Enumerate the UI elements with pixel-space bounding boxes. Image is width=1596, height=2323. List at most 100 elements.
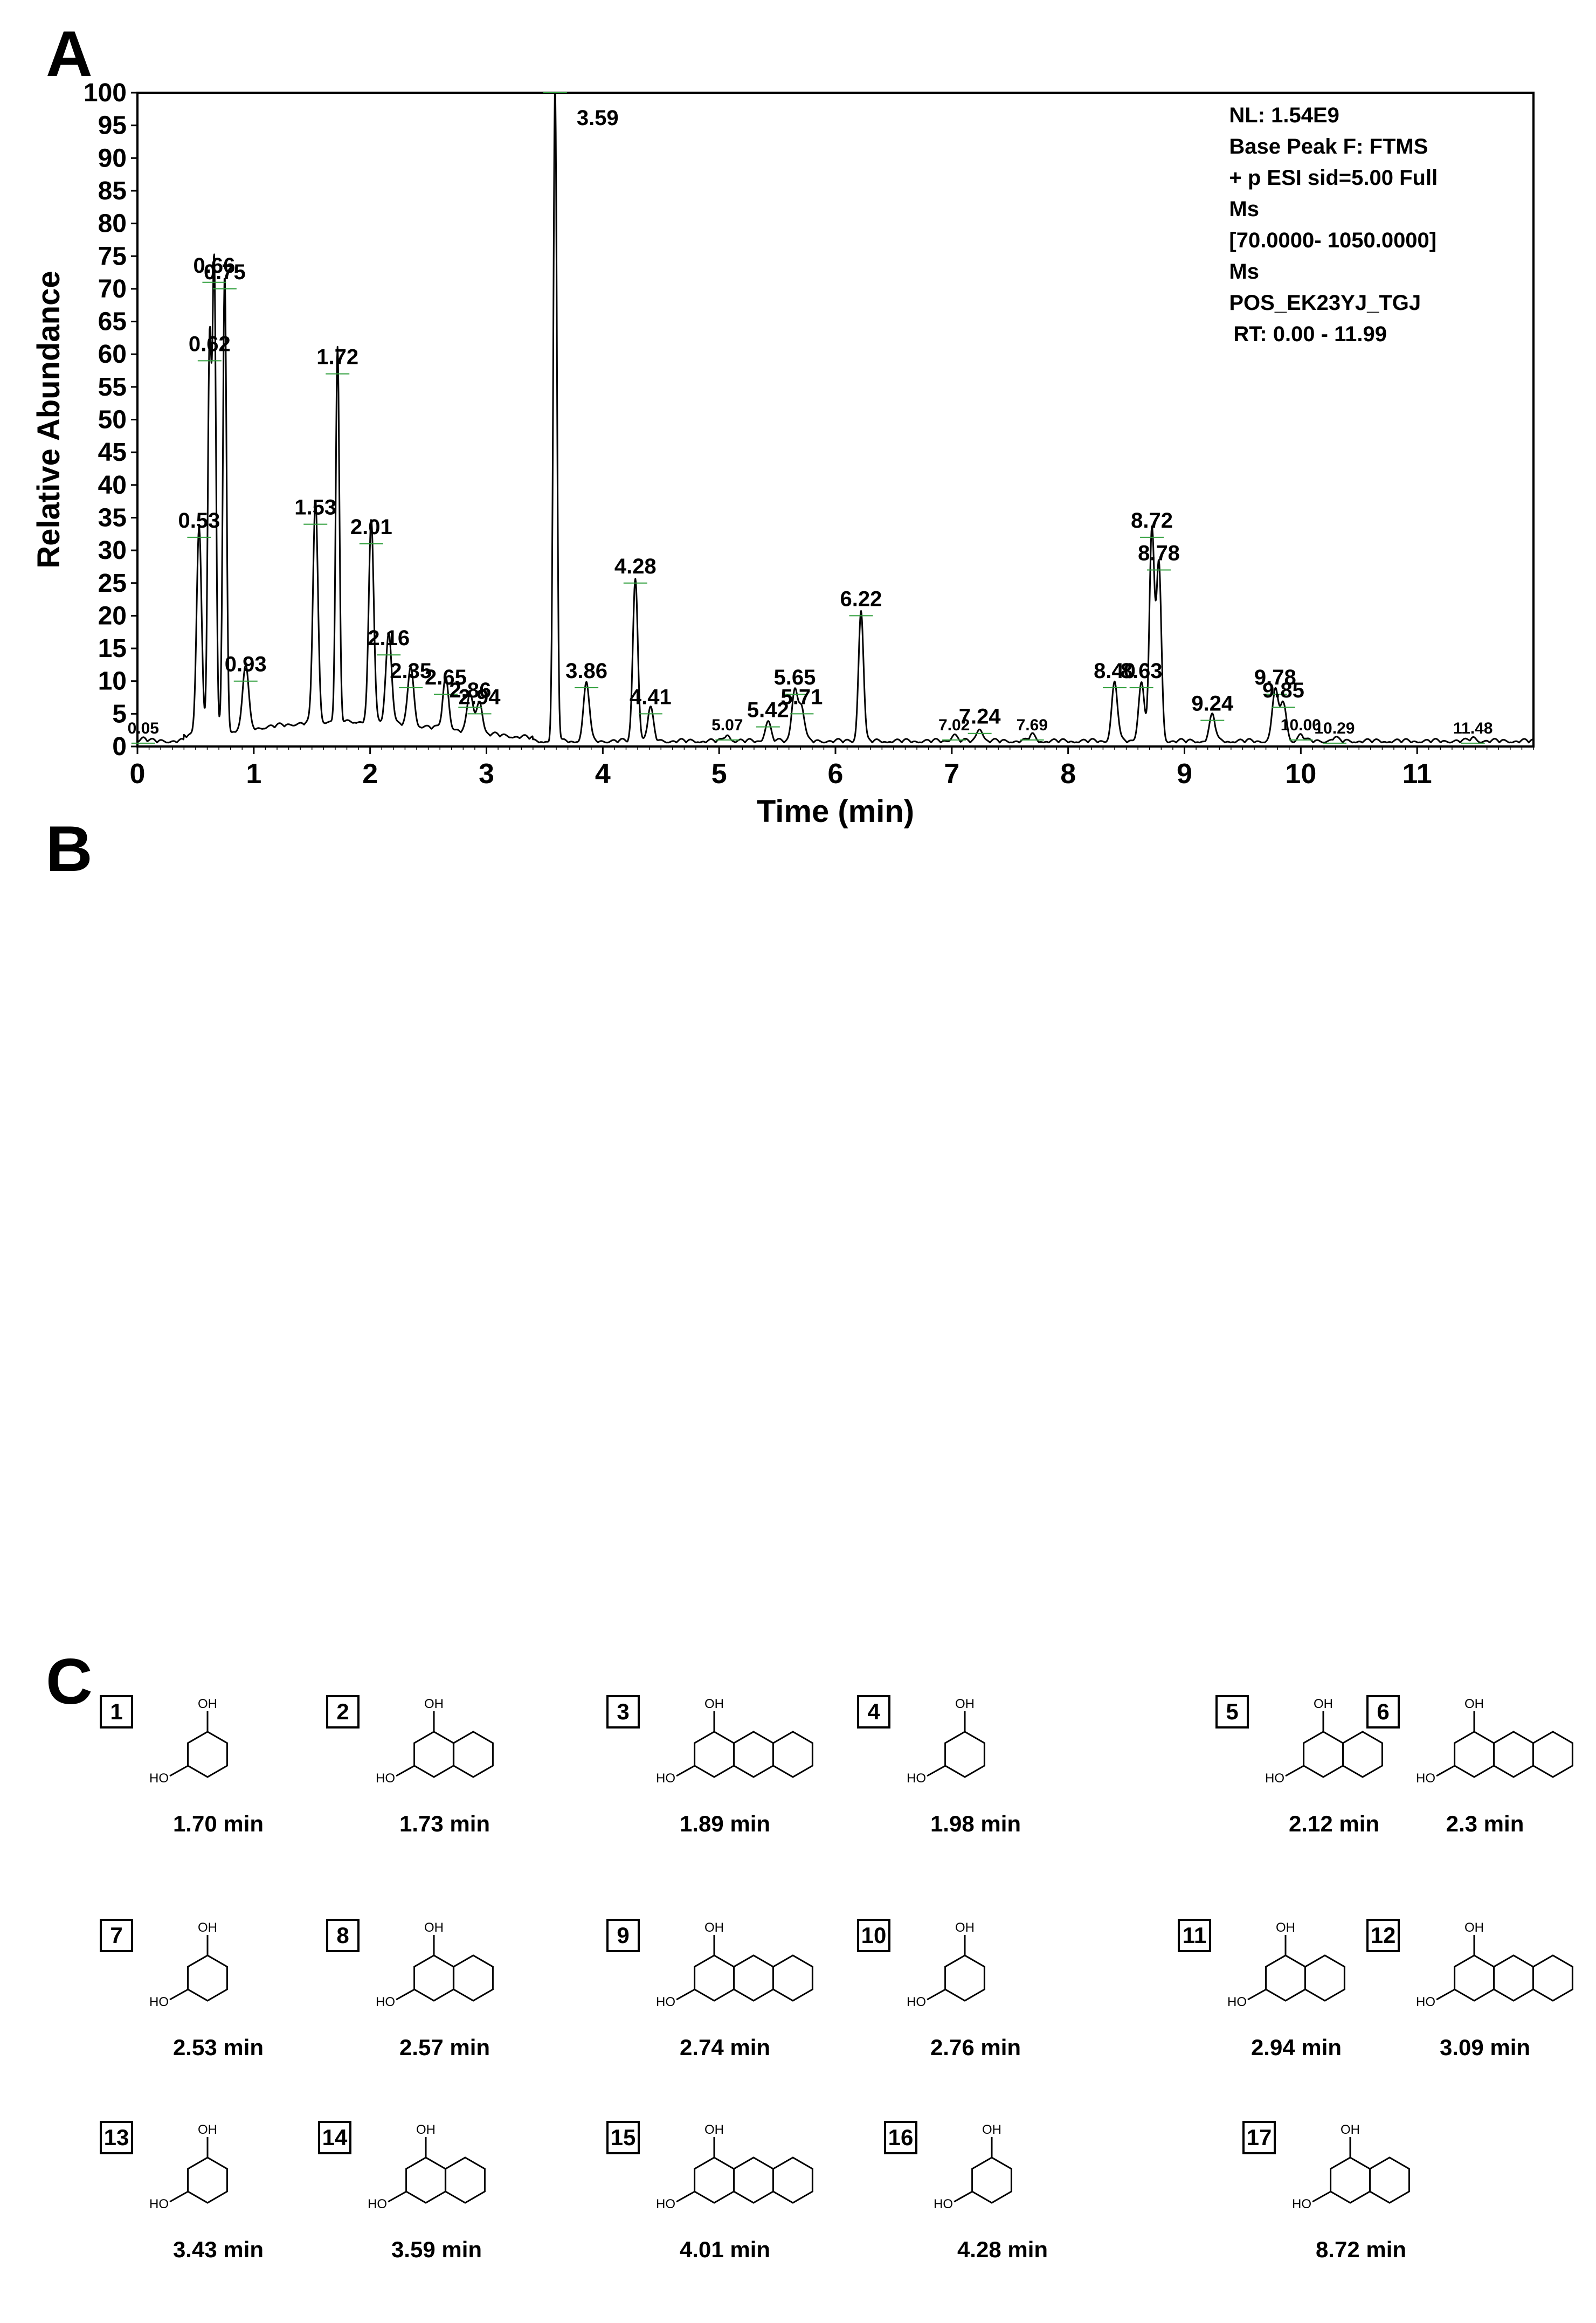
atom-label: OH (1276, 1920, 1295, 1935)
compound-item: 11 OH HO 2.94 min (1178, 1919, 1415, 2060)
x-tick-label: 5 (711, 758, 727, 790)
compound-item: 7 OH HO 2.53 min (100, 1919, 337, 2060)
y-tick-label: 45 (98, 438, 127, 467)
peak-label: 0.05 (128, 720, 159, 737)
atom-label: HO (376, 1771, 395, 1786)
peak-label: 8.78 (1138, 541, 1180, 565)
compound-retention-time: 8.72 min (1315, 2237, 1407, 2262)
peak-label: 1.72 (316, 345, 358, 369)
ring-bond (1330, 2156, 1371, 2204)
chromatogram-negative: 0510152025303540455055606570758085909510… (0, 0, 1596, 862)
atom-label: HO (149, 2197, 169, 2211)
atom-label: OH (1464, 1920, 1484, 1935)
atom-label: OH (1314, 1697, 1333, 1711)
peak-label: 2.16 (368, 626, 410, 650)
y-tick-label: 60 (98, 340, 127, 369)
info-line: POS_EK23YJ_TGJ (1229, 291, 1421, 315)
atom-label: HO (1227, 1995, 1247, 2009)
peak-label: 4.41 (630, 685, 672, 709)
y-tick-label: 50 (98, 406, 127, 434)
compound-number: 14 (318, 2121, 351, 2154)
ring-bond (1369, 2156, 1410, 2204)
ring-bond (1454, 1954, 1495, 2002)
ring-bond (944, 1954, 985, 2002)
structure-drawing: OH HO (1227, 1920, 1345, 2009)
atom-label: HO (934, 2197, 953, 2211)
compound-number: 15 (606, 2121, 640, 2154)
chromatogram-trace (137, 92, 1534, 744)
compound-number: 7 (100, 1919, 133, 1952)
atom-label: OH (704, 1697, 724, 1711)
substituent-bond (169, 2190, 189, 2203)
ring-bond (733, 1731, 774, 1778)
info-line: Ms (1229, 197, 1259, 221)
compound-item: 12 OH HO 3.09 min (1366, 1919, 1596, 2060)
compound-retention-time: 2.57 min (399, 2035, 490, 2060)
substituent-bond (169, 1988, 189, 2001)
peak-label: 5.42 (747, 699, 789, 722)
peak-label: 2.35 (390, 659, 432, 683)
atom-label: OH (982, 2122, 1001, 2137)
compound-item: 15 OH HO 4.01 min (606, 2121, 844, 2262)
peak-label: 9.24 (1191, 692, 1234, 715)
info-line: Ms (1229, 260, 1259, 284)
info-line: [70.0000- 1050.0000] (1229, 229, 1436, 252)
compound-number: 4 (857, 1695, 890, 1729)
ring-bond (1265, 1954, 1306, 2002)
structure-drawing: OH HO (656, 1697, 813, 1786)
ring-bond (413, 1954, 454, 2002)
structure-drawing: OH HO (656, 2122, 813, 2211)
peak-label: 5.07 (711, 716, 743, 734)
peak-label: 7.24 (959, 705, 1001, 729)
ring-bond (1493, 1954, 1534, 2002)
atom-label: HO (368, 2197, 387, 2211)
y-tick-label: 20 (98, 602, 127, 630)
info-line: + p ESI sid=5.00 Full (1229, 166, 1438, 190)
x-tick-label: 6 (828, 758, 844, 790)
structure-drawing: OH HO (149, 2122, 228, 2211)
x-tick-label: 3 (479, 758, 494, 790)
compound-retention-time: 2.76 min (930, 2035, 1021, 2060)
atom-label: OH (955, 1697, 975, 1711)
ring-bond (453, 1731, 494, 1778)
x-tick-label: 1 (246, 758, 261, 790)
chromatogram-positive: 0510152025303540455055606570758085909510… (31, 79, 1535, 829)
peak-label: 3.59 (577, 106, 619, 130)
compound-retention-time: 1.73 min (399, 1811, 490, 1836)
peak-label: 0.66 (194, 254, 236, 278)
ring-bond (187, 1954, 228, 2002)
y-axis-title: Relative Abundance (31, 271, 66, 568)
atom-label: OH (198, 1920, 217, 1935)
ring-bond (733, 2156, 774, 2204)
compound-item: 10 OH HO 2.76 min (857, 1919, 1094, 2060)
y-tick-label: 5 (112, 700, 127, 728)
substituent-bond (1436, 1988, 1455, 2001)
compound-retention-time: 2.3 min (1446, 1811, 1524, 1836)
structure-drawing: OH HO (1292, 2122, 1410, 2211)
compound-retention-time: 4.01 min (679, 2237, 771, 2262)
x-axis-title: Time (min) (757, 794, 914, 829)
peak-label: 2.94 (459, 685, 501, 709)
compound-number: 12 (1366, 1919, 1400, 1952)
compound-retention-time: 1.70 min (172, 1811, 264, 1836)
peak-label: 11.48 (1453, 720, 1493, 737)
ring-bond (694, 2156, 735, 2204)
compound-number: 17 (1242, 2121, 1276, 2154)
substituent-bond (1285, 1765, 1304, 1777)
compound-item: 6 OH HO 2.3 min (1366, 1695, 1596, 1836)
substituent-bond (927, 1988, 946, 2001)
substituent-bond (676, 1765, 695, 1777)
y-tick-label: 65 (98, 308, 127, 336)
structure-drawing: OH HO (376, 1697, 494, 1786)
compound-retention-time: 3.43 min (172, 2237, 264, 2262)
peak-label: 8.63 (1121, 659, 1163, 683)
atom-label: HO (1416, 1771, 1435, 1786)
atom-label: HO (1416, 1995, 1435, 2009)
y-tick-label: 75 (98, 242, 127, 271)
panel-label-c: C (46, 1646, 93, 1718)
peak-label: 10.00 (1281, 716, 1321, 734)
ring-bond (1304, 1954, 1345, 2002)
substituent-bond (1312, 2190, 1331, 2203)
compound-item: 16 OH HO 4.28 min (884, 2121, 1121, 2262)
peak-label: 7.02 (938, 716, 970, 734)
